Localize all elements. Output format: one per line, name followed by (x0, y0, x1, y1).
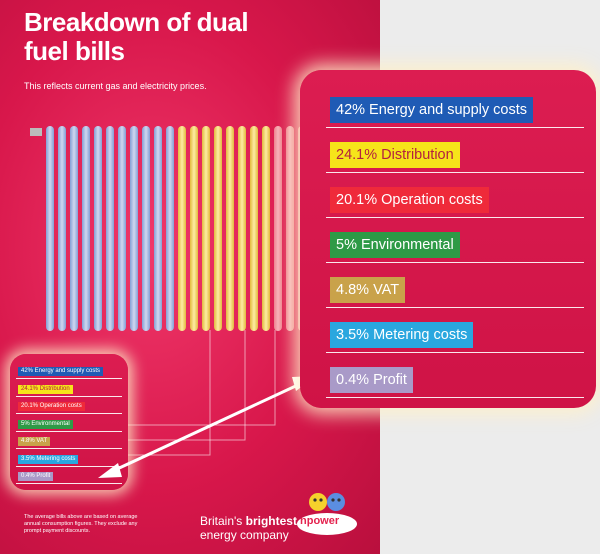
legend-item-energy-and-supply-costs: 42% Energy and supply costs (330, 97, 534, 123)
brand-tagline-line2: energy company (200, 528, 289, 542)
legend-item-metering-costs: 3.5% Metering costs (18, 454, 79, 464)
legend-item-operation-costs: 20.1% Operation costs (18, 402, 85, 411)
legend-item-metering-costs: 3.5% Metering costs (330, 322, 474, 348)
radiator-tube (262, 126, 270, 331)
legend-rule (16, 430, 122, 432)
radiator-tube (130, 126, 138, 331)
brand-tagline-bold: brightest (245, 514, 297, 528)
legend-item-environmental: 5% Environmental (330, 232, 460, 258)
radiator-tube (274, 126, 282, 331)
radiator-tube (226, 126, 234, 331)
radiator-tube (286, 126, 294, 331)
radiator-tube (166, 126, 174, 331)
radiator-tube (250, 126, 258, 331)
radiator-tube (142, 126, 150, 331)
legend-rule (16, 483, 122, 484)
legend-rule (16, 413, 122, 414)
legend-rule (16, 448, 122, 449)
poster-subtitle: This reflects current gas and electricit… (24, 81, 207, 91)
legend-item-operation-costs: 20.1% Operation costs (330, 187, 489, 213)
legend-rule (326, 262, 584, 263)
legend-item-distribution: 24.1% Distribution (18, 384, 73, 394)
legend-item-energy-and-supply-costs: 42% Energy and supply costs (18, 367, 104, 376)
logo-text: npower (300, 515, 340, 527)
legend-rule (326, 172, 584, 173)
legend-rule (326, 397, 584, 398)
radiator-tube (178, 126, 186, 331)
legend-item-vat: 4.8% VAT (18, 437, 51, 446)
legend-panel-large: 42% Energy and supply costs 24.1% Distrib… (300, 70, 596, 408)
legend-item-vat: 4.8% VAT (330, 277, 406, 303)
radiator-tube (106, 126, 114, 331)
poster-title: Breakdown of dual fuel bills (24, 7, 249, 66)
radiator-tube (238, 126, 246, 331)
legend-rule (326, 127, 584, 128)
legend-rule (326, 352, 584, 353)
legend-rule (16, 465, 122, 467)
radiator-tube (214, 126, 222, 331)
legend-panel-small: 42% Energy and supply costs 24.1% Distrib… (10, 354, 128, 490)
legend-item-profit: 0.4% Profit (18, 472, 54, 481)
footnote: The average bills above are based on ave… (24, 514, 138, 534)
legend-rule (16, 395, 122, 397)
legend-rule (16, 378, 122, 379)
radiator-tube (190, 126, 198, 331)
radiator-tube (154, 126, 162, 331)
radiator-tube (118, 126, 126, 331)
radiator-tube (82, 126, 90, 331)
radiator-tube (202, 126, 210, 331)
radiator-tube (46, 126, 54, 331)
radiator-tube (94, 126, 102, 331)
brand-tagline: Britain's brightest energy company (200, 514, 297, 542)
legend-item-environmental: 5% Environmental (18, 419, 73, 429)
legend-rule (326, 217, 584, 218)
radiator-tube (70, 126, 78, 331)
legend-rule (326, 307, 584, 308)
radiator-tube (58, 126, 66, 331)
legend-item-distribution: 24.1% Distribution (330, 142, 460, 168)
brand-tagline-pre: Britain's (200, 514, 246, 528)
npower-logo: npower (292, 488, 362, 538)
legend-item-profit: 0.4% Profit (330, 367, 413, 393)
